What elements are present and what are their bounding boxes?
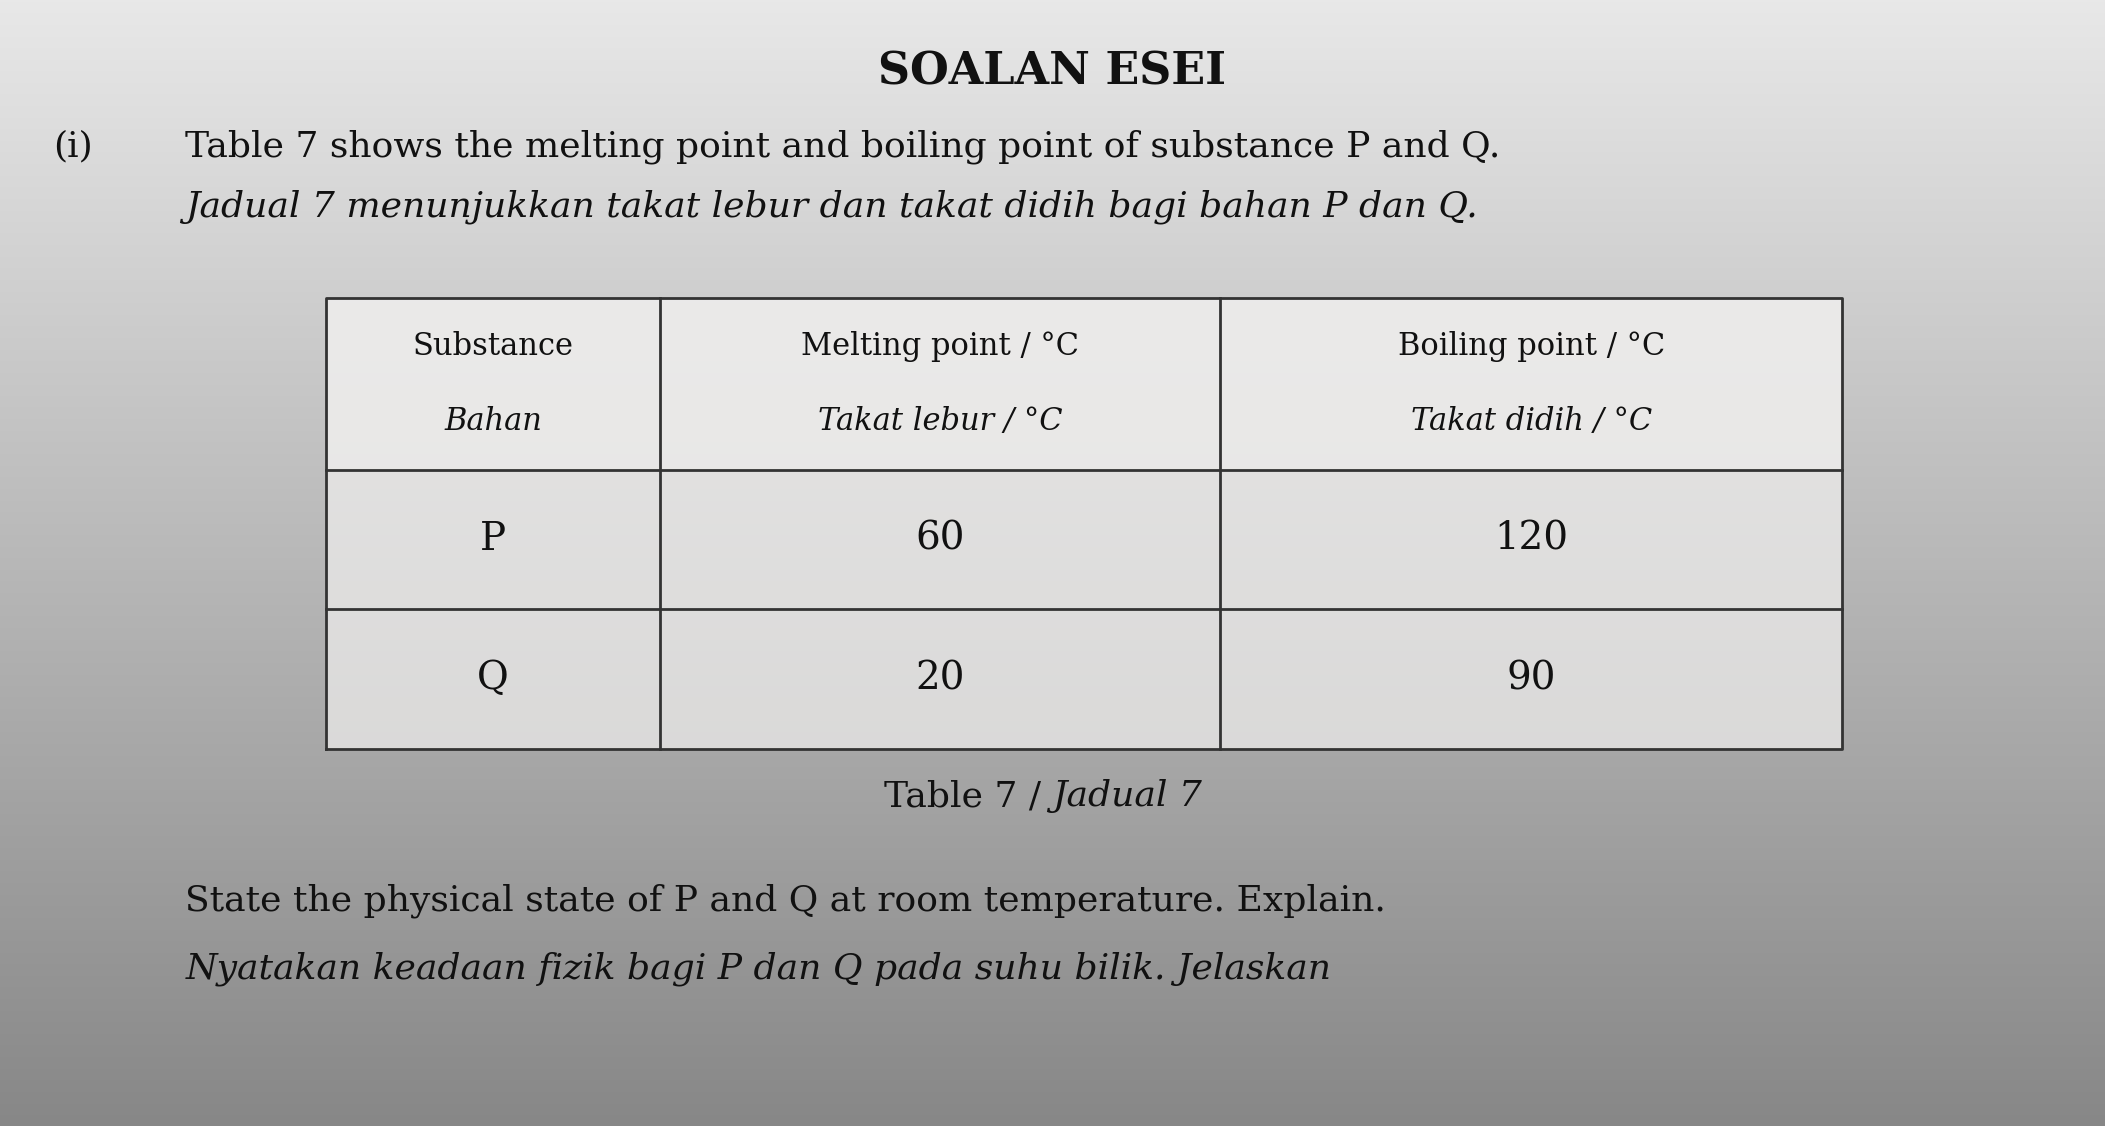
Text: State the physical state of P and Q at room temperature. Explain.: State the physical state of P and Q at r… (185, 884, 1385, 919)
Text: 20: 20 (916, 661, 964, 697)
Text: Table 7 shows the melting point and boiling point of substance P and Q.: Table 7 shows the melting point and boil… (185, 129, 1501, 164)
Text: (i): (i) (53, 129, 93, 163)
Text: Substance: Substance (413, 331, 573, 363)
Text: 120: 120 (1495, 521, 1568, 557)
Text: SOALAN ESEI: SOALAN ESEI (878, 51, 1227, 93)
Bar (1221, 609, 1842, 749)
Bar (326, 470, 659, 609)
Text: Bahan: Bahan (444, 405, 541, 437)
Text: 90: 90 (1507, 661, 1556, 697)
Text: Q: Q (478, 661, 509, 697)
Text: Jadual 7 menunjukkan takat lebur dan takat didih bagi bahan P dan Q.: Jadual 7 menunjukkan takat lebur dan tak… (185, 189, 1478, 224)
Text: P: P (480, 521, 505, 557)
Text: Jadual 7: Jadual 7 (1052, 779, 1202, 813)
Bar (659, 298, 1221, 470)
Text: Melting point / °C: Melting point / °C (802, 331, 1080, 363)
Bar (659, 609, 1221, 749)
Bar (326, 298, 659, 470)
Text: Nyatakan keadaan fizik bagi P dan Q pada suhu bilik. Jelaskan: Nyatakan keadaan fizik bagi P dan Q pada… (185, 951, 1330, 986)
Text: Takat lebur / °C: Takat lebur / °C (817, 405, 1063, 437)
Bar (1221, 298, 1842, 470)
Text: Boiling point / °C: Boiling point / °C (1398, 331, 1665, 363)
Text: Takat didih / °C: Takat didih / °C (1410, 405, 1652, 437)
Bar (326, 609, 659, 749)
Bar (1221, 470, 1842, 609)
Bar (659, 470, 1221, 609)
Text: 60: 60 (916, 521, 964, 557)
Text: Table 7 /: Table 7 / (884, 779, 1052, 813)
